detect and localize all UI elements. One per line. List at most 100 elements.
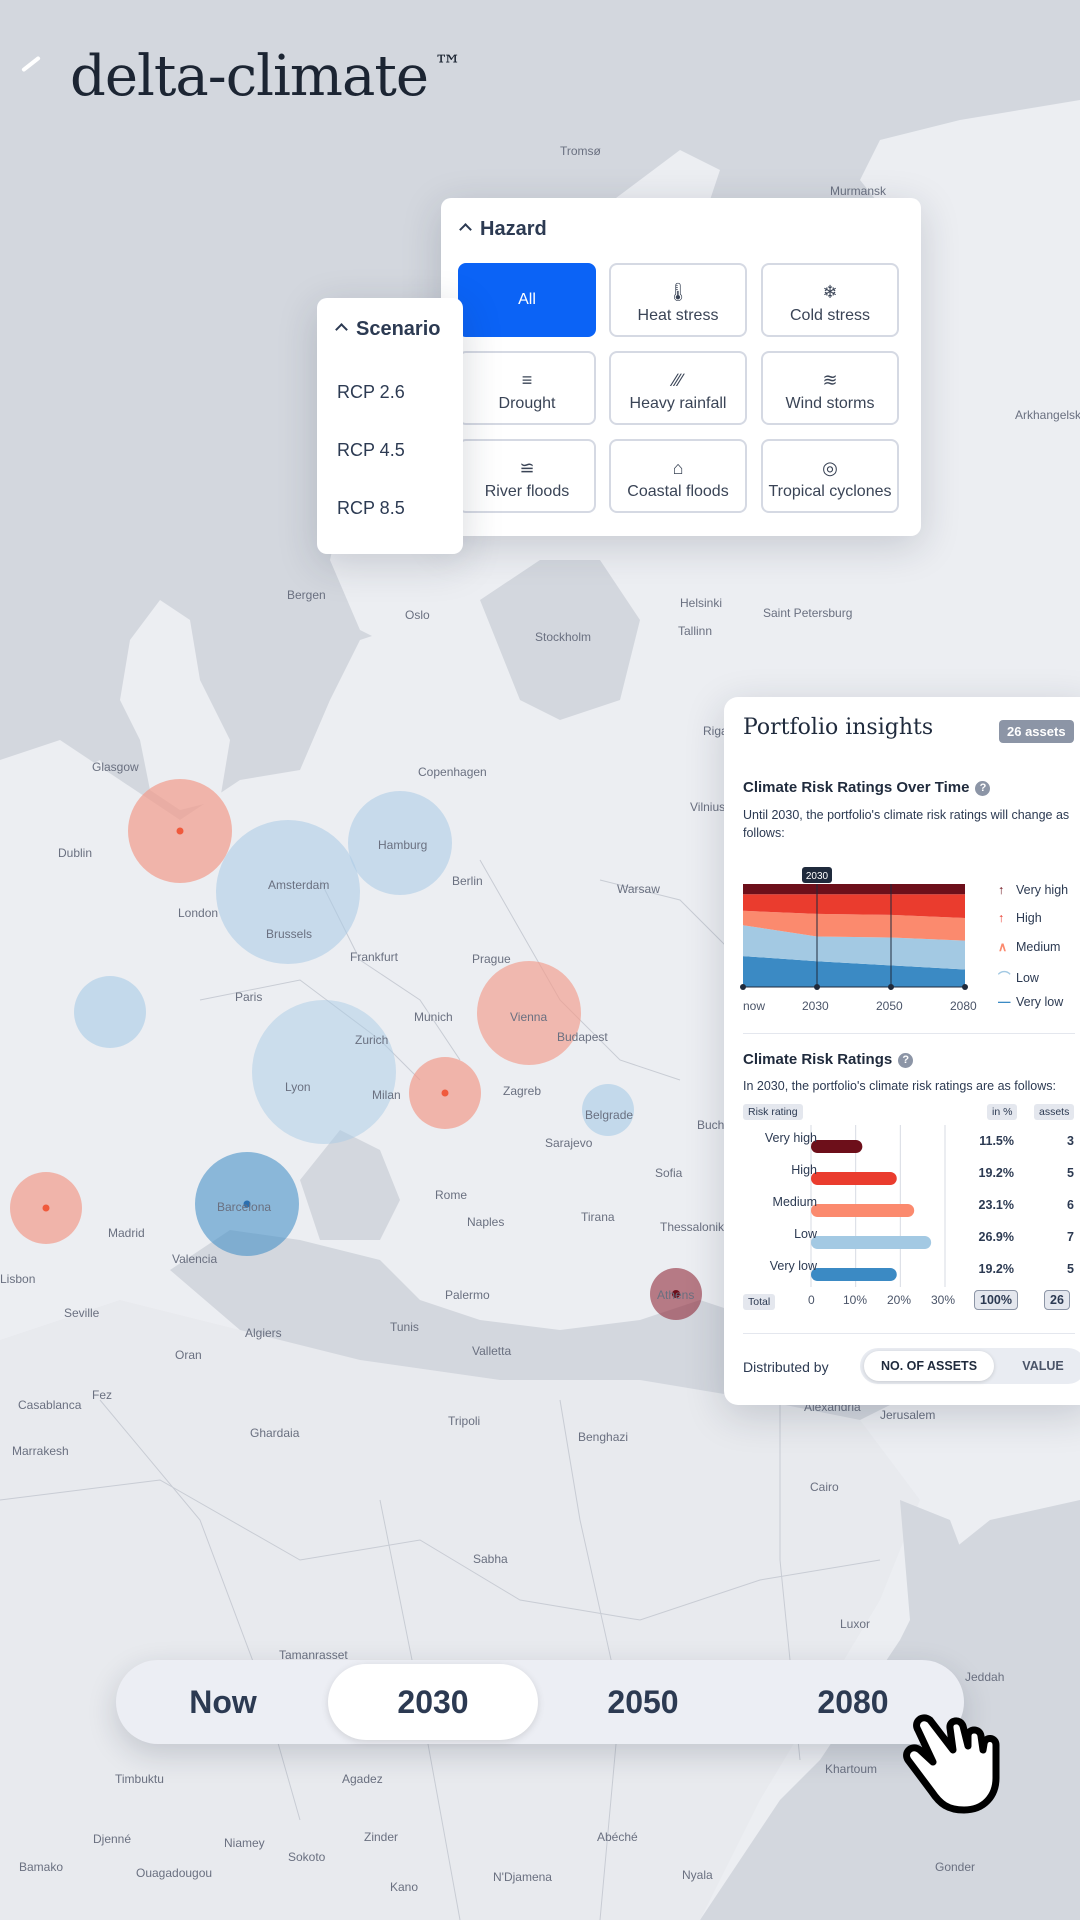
city-label: Barcelona xyxy=(217,1200,272,1214)
risk-ratings-bar-chart xyxy=(810,1125,946,1287)
city-label: Kano xyxy=(390,1880,419,1894)
timeline-option-2030[interactable]: 2030 xyxy=(397,1684,469,1720)
city-label: Tunis xyxy=(390,1320,419,1334)
city-label: Oran xyxy=(175,1348,202,1362)
x-tick-20: 20% xyxy=(887,1293,912,1307)
city-label: Tripoli xyxy=(448,1414,481,1428)
city-label: Warsaw xyxy=(617,882,660,896)
hazard-panel-header[interactable]: Hazard xyxy=(459,218,547,241)
highlight-tag-bg xyxy=(802,867,832,883)
section-divider xyxy=(743,1333,1075,1334)
area-series-low xyxy=(743,925,965,970)
hazard-option-drought[interactable]: ≡ Drought xyxy=(458,351,596,425)
asset-bubble-brittany xyxy=(74,976,146,1048)
city-label: Vilnius xyxy=(690,800,726,814)
rating-label-very-high: Very high xyxy=(764,1131,817,1145)
city-label: Ouagadougou xyxy=(136,1866,213,1880)
city-label: Riga xyxy=(703,724,728,738)
legend-medium: ∧ Medium xyxy=(998,940,1061,954)
city-label: Benghazi xyxy=(578,1430,629,1444)
city-label: Athens xyxy=(657,1288,695,1302)
city-label: Algiers xyxy=(245,1326,282,1340)
city-label: Palermo xyxy=(445,1288,490,1302)
city-label: Valletta xyxy=(472,1344,512,1358)
scenario-panel-header[interactable]: Scenario xyxy=(335,318,440,341)
risk-over-time-chart[interactable]: 2030 xyxy=(724,697,1080,1037)
hazard-option-heavy-rainfall[interactable]: ∕∕∕ Heavy rainfall xyxy=(609,351,747,425)
city-label: N'Djamena xyxy=(493,1870,552,1884)
distributed-by-label: Distributed by xyxy=(743,1359,829,1375)
col-header-assets: assets xyxy=(1034,1104,1075,1120)
city-label: Djenné xyxy=(93,1832,132,1846)
toggle-value[interactable]: VALUE xyxy=(1022,1359,1064,1373)
section-divider xyxy=(743,1033,1075,1034)
scenario-option-rcp26[interactable]: RCP 2.6 xyxy=(337,382,405,402)
city-label: Sofia xyxy=(655,1166,683,1180)
hazard-option-tropical-cyclones[interactable]: ◎ Tropical cyclones xyxy=(761,439,899,513)
scenario-panel: Scenario RCP 2.6 RCP 4.5 RCP 8.5 xyxy=(317,298,463,554)
city-label: Agadez xyxy=(342,1772,383,1786)
city-label: Belgrade xyxy=(585,1108,634,1122)
chevron-low-icon: ⌒ xyxy=(998,971,1011,985)
rating-assets-very-high: 3 xyxy=(1067,1134,1074,1148)
hazard-option-river-floods[interactable]: ≌ River floods xyxy=(458,439,596,513)
over-time-description: Until 2030, the portfolio's climate risk… xyxy=(743,808,1070,840)
bar-high xyxy=(811,1172,897,1185)
scenario-option-rcp45[interactable]: RCP 4.5 xyxy=(337,440,405,460)
hazard-option-cold-stress[interactable]: ❄︎ Cold stress xyxy=(761,263,899,337)
brand-logo: delta-climate ™ xyxy=(70,44,462,109)
city-label: Zurich xyxy=(355,1033,389,1047)
rating-label-high: High xyxy=(791,1163,817,1177)
caret-up-icon: ∧ xyxy=(998,940,1008,954)
ratings-description: In 2030, the portfolio's climate risk ra… xyxy=(743,1079,1056,1093)
city-label: Jeddah xyxy=(965,1670,1005,1684)
col-header-pct: in % xyxy=(987,1104,1018,1120)
city-label: Stockholm xyxy=(535,630,592,644)
x-tick-now: now xyxy=(743,999,766,1013)
hazard-option-coastal-floods[interactable]: ⌂ Coastal floods xyxy=(609,439,747,513)
asset-bubble-hamburg xyxy=(348,791,452,895)
timeline-option-2080[interactable]: 2080 xyxy=(817,1684,889,1720)
legend-low: ⌒ Low xyxy=(998,967,1039,986)
rating-label-very-low: Very low xyxy=(769,1259,817,1273)
city-label: Glasgow xyxy=(92,760,139,774)
snowflake-icon: ❄︎ xyxy=(822,282,838,302)
hand-pointer-icon xyxy=(903,1714,1000,1814)
asset-bubble-belgrade xyxy=(582,1084,634,1136)
timeline-option-now[interactable]: Now xyxy=(189,1684,257,1720)
city-label: Munich xyxy=(414,1010,453,1024)
city-label: Bamako xyxy=(19,1860,64,1874)
drought-icon: ≡ xyxy=(521,370,533,390)
hazard-option-wind-storms[interactable]: ≋ Wind storms xyxy=(761,351,899,425)
hazard-option-all[interactable]: All xyxy=(458,263,596,337)
city-label: Tromsø xyxy=(560,144,601,158)
city-label: Buch xyxy=(697,1118,725,1132)
city-label: Sabha xyxy=(473,1552,508,1566)
city-label: Jerusalem xyxy=(880,1408,936,1422)
city-label: Valencia xyxy=(172,1252,218,1266)
over-time-heading: Climate Risk Ratings Over Time? xyxy=(743,779,991,796)
toggle-no-of-assets[interactable]: NO. OF ASSETS xyxy=(864,1351,994,1381)
asset-bubble-lyon xyxy=(252,1000,396,1144)
area-series-high xyxy=(743,894,965,918)
city-label: Brussels xyxy=(266,927,313,941)
city-label: Bergen xyxy=(287,588,326,602)
scenario-option-rcp85[interactable]: RCP 8.5 xyxy=(337,498,405,518)
bar-very-high xyxy=(811,1140,863,1153)
x-tick-10: 10% xyxy=(843,1293,868,1307)
city-label: Copenhagen xyxy=(418,765,487,779)
area-series-medium xyxy=(743,910,965,941)
rating-pct-very-high: 11.5% xyxy=(979,1134,1014,1148)
help-icon[interactable]: ? xyxy=(975,781,991,796)
city-label: Madrid xyxy=(108,1226,145,1240)
legend-very-low: — Very low xyxy=(998,995,1064,1009)
city-label: Helsinki xyxy=(680,596,723,610)
rating-assets-medium: 6 xyxy=(1067,1198,1074,1212)
hazard-option-heat-stress[interactable]: 🌡︎ Heat stress xyxy=(609,263,747,337)
city-label: Budapest xyxy=(557,1030,608,1044)
timeline-option-2050[interactable]: 2050 xyxy=(607,1684,679,1720)
cyclone-icon: ◎ xyxy=(822,458,838,478)
city-label: Milan xyxy=(372,1088,401,1102)
help-icon[interactable]: ? xyxy=(898,1053,914,1068)
portfolio-insights-panel: Portfolio insights 26 assets Climate Ris… xyxy=(724,697,1080,1405)
